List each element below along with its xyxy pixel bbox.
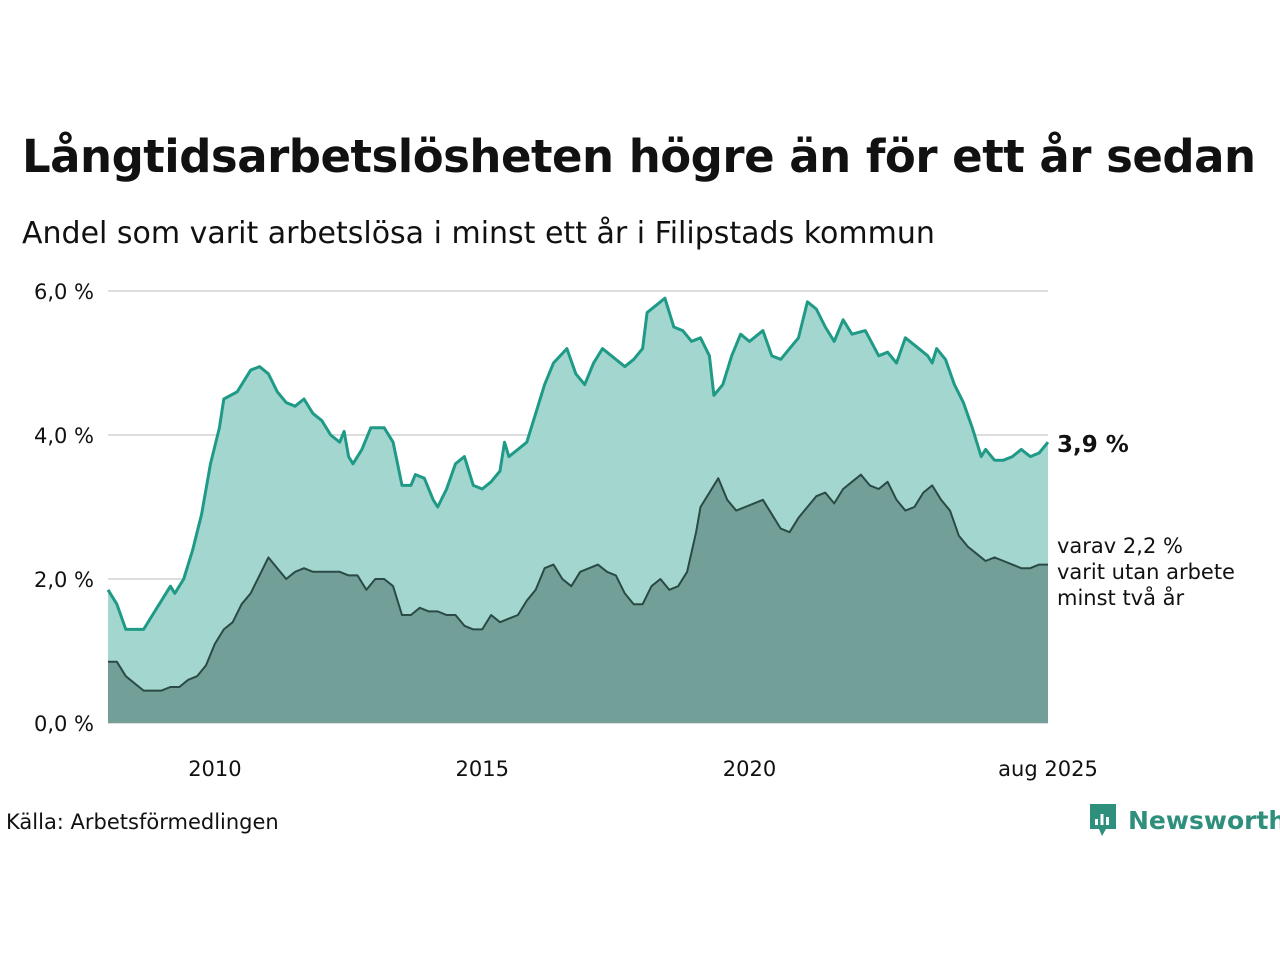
y-tick-label: 6,0 % (34, 280, 94, 304)
long-term-end-label-line3: minst två år (1057, 585, 1185, 610)
y-tick-label: 0,0 % (34, 712, 94, 736)
source-note: Källa: Arbetsförmedlingen (6, 810, 279, 834)
total-end-label: 3,9 % (1057, 432, 1129, 458)
brand-logo: Newsworthy (1088, 802, 1280, 838)
newsworthy-logo-icon (1090, 804, 1116, 836)
long-term-area (108, 474, 1048, 723)
y-tick-label: 2,0 % (34, 568, 94, 592)
long-term-line (108, 473, 1048, 692)
chart-subtitle: Andel som varit arbetslösa i minst ett å… (22, 216, 935, 251)
y-tick-label: 4,0 % (34, 424, 94, 448)
long-term-end-label-line2: varit utan arbete (1057, 560, 1235, 584)
x-tick-label: aug 2025 (998, 757, 1098, 781)
x-axis: 2010 2015 2020 aug 2025 (188, 757, 1098, 781)
chart-title: Långtidsarbetslösheten högre än för ett … (22, 130, 1256, 183)
x-tick-label: 2010 (188, 757, 241, 781)
x-tick-label: 2020 (723, 757, 776, 781)
x-tick-label: 2015 (455, 757, 508, 781)
total-line (106, 296, 1050, 631)
brand-name: Newsworthy (1128, 805, 1280, 835)
y-axis: 0,0 % 2,0 % 4,0 % 6,0 % (34, 280, 94, 736)
long-term-end-label-line1: varav 2,2 % (1057, 534, 1183, 558)
